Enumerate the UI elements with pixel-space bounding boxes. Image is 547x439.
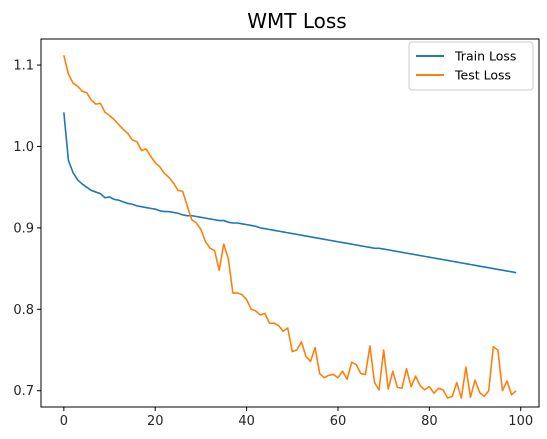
- plot-frame: [40, 38, 540, 408]
- series-layer: [63, 55, 517, 399]
- x-tick-label: 0: [60, 414, 68, 429]
- x-tick-label: 80: [421, 414, 438, 429]
- y-tick-label: 1.1: [13, 59, 34, 74]
- series-line-train-loss: [63, 112, 517, 274]
- legend: Train Loss Test Loss: [408, 41, 534, 91]
- axes: 0 20 40 60 80 100 0.7 0.8 0.9 1.0 1.1: [13, 38, 540, 429]
- series-line-test-loss: [63, 55, 517, 399]
- x-tick-label: 60: [330, 414, 347, 429]
- x-tick-label: 20: [147, 414, 164, 429]
- legend-label-train-loss: Train Loss: [454, 49, 516, 64]
- x-tick-label: 40: [238, 414, 255, 429]
- chart-title: WMT Loss: [247, 9, 346, 33]
- y-tick-label: 0.9: [13, 221, 34, 236]
- x-tick-label: 100: [508, 414, 533, 429]
- y-tick-label: 0.7: [13, 384, 34, 399]
- y-tick-label: 0.8: [13, 303, 34, 318]
- legend-label-test-loss: Test Loss: [454, 68, 511, 83]
- y-tick-label: 1.0: [13, 140, 34, 155]
- legend-frame: [408, 41, 534, 91]
